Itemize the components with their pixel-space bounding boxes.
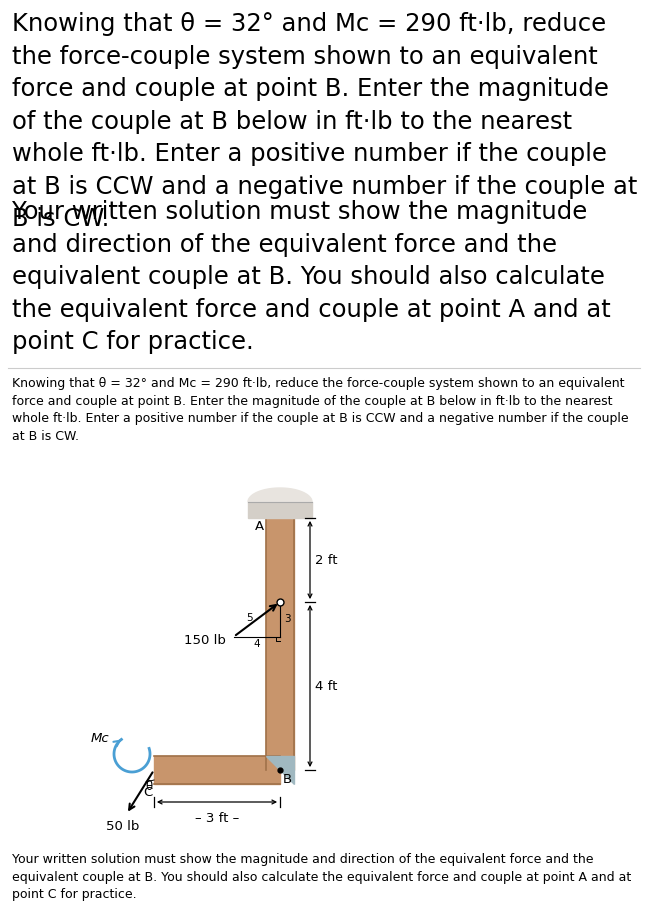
Text: Your written solution must show the magnitude and direction of the equivalent fo: Your written solution must show the magn…: [12, 853, 631, 901]
Text: 4 ft: 4 ft: [315, 680, 338, 692]
Text: – 3 ft –: – 3 ft –: [195, 812, 239, 825]
Text: 50 lb: 50 lb: [106, 820, 139, 834]
Text: B: B: [283, 773, 292, 786]
Bar: [154, 756, 280, 784]
Bar: [248, 502, 312, 518]
Text: 4: 4: [253, 639, 260, 649]
Polygon shape: [266, 756, 294, 784]
Text: θ: θ: [145, 779, 152, 793]
Text: C: C: [143, 786, 152, 799]
Text: 5: 5: [246, 614, 253, 624]
Text: A: A: [255, 520, 264, 533]
Text: Mᴄ: Mᴄ: [90, 731, 109, 745]
Text: Knowing that θ = 32° and Mᴄ = 290 ft·lb, reduce
the force-couple system shown to: Knowing that θ = 32° and Mᴄ = 290 ft·lb,…: [12, 12, 638, 232]
Text: 2 ft: 2 ft: [315, 554, 338, 567]
Text: Knowing that θ = 32° and Mc = 290 ft·lb, reduce the force-couple system shown to: Knowing that θ = 32° and Mc = 290 ft·lb,…: [12, 377, 629, 443]
Text: 150 lb: 150 lb: [184, 634, 226, 647]
Polygon shape: [248, 488, 312, 502]
Text: 3: 3: [284, 614, 290, 624]
Bar: [266, 518, 294, 770]
Text: Your written solution must show the magnitude
and direction of the equivalent fo: Your written solution must show the magn…: [12, 200, 611, 354]
